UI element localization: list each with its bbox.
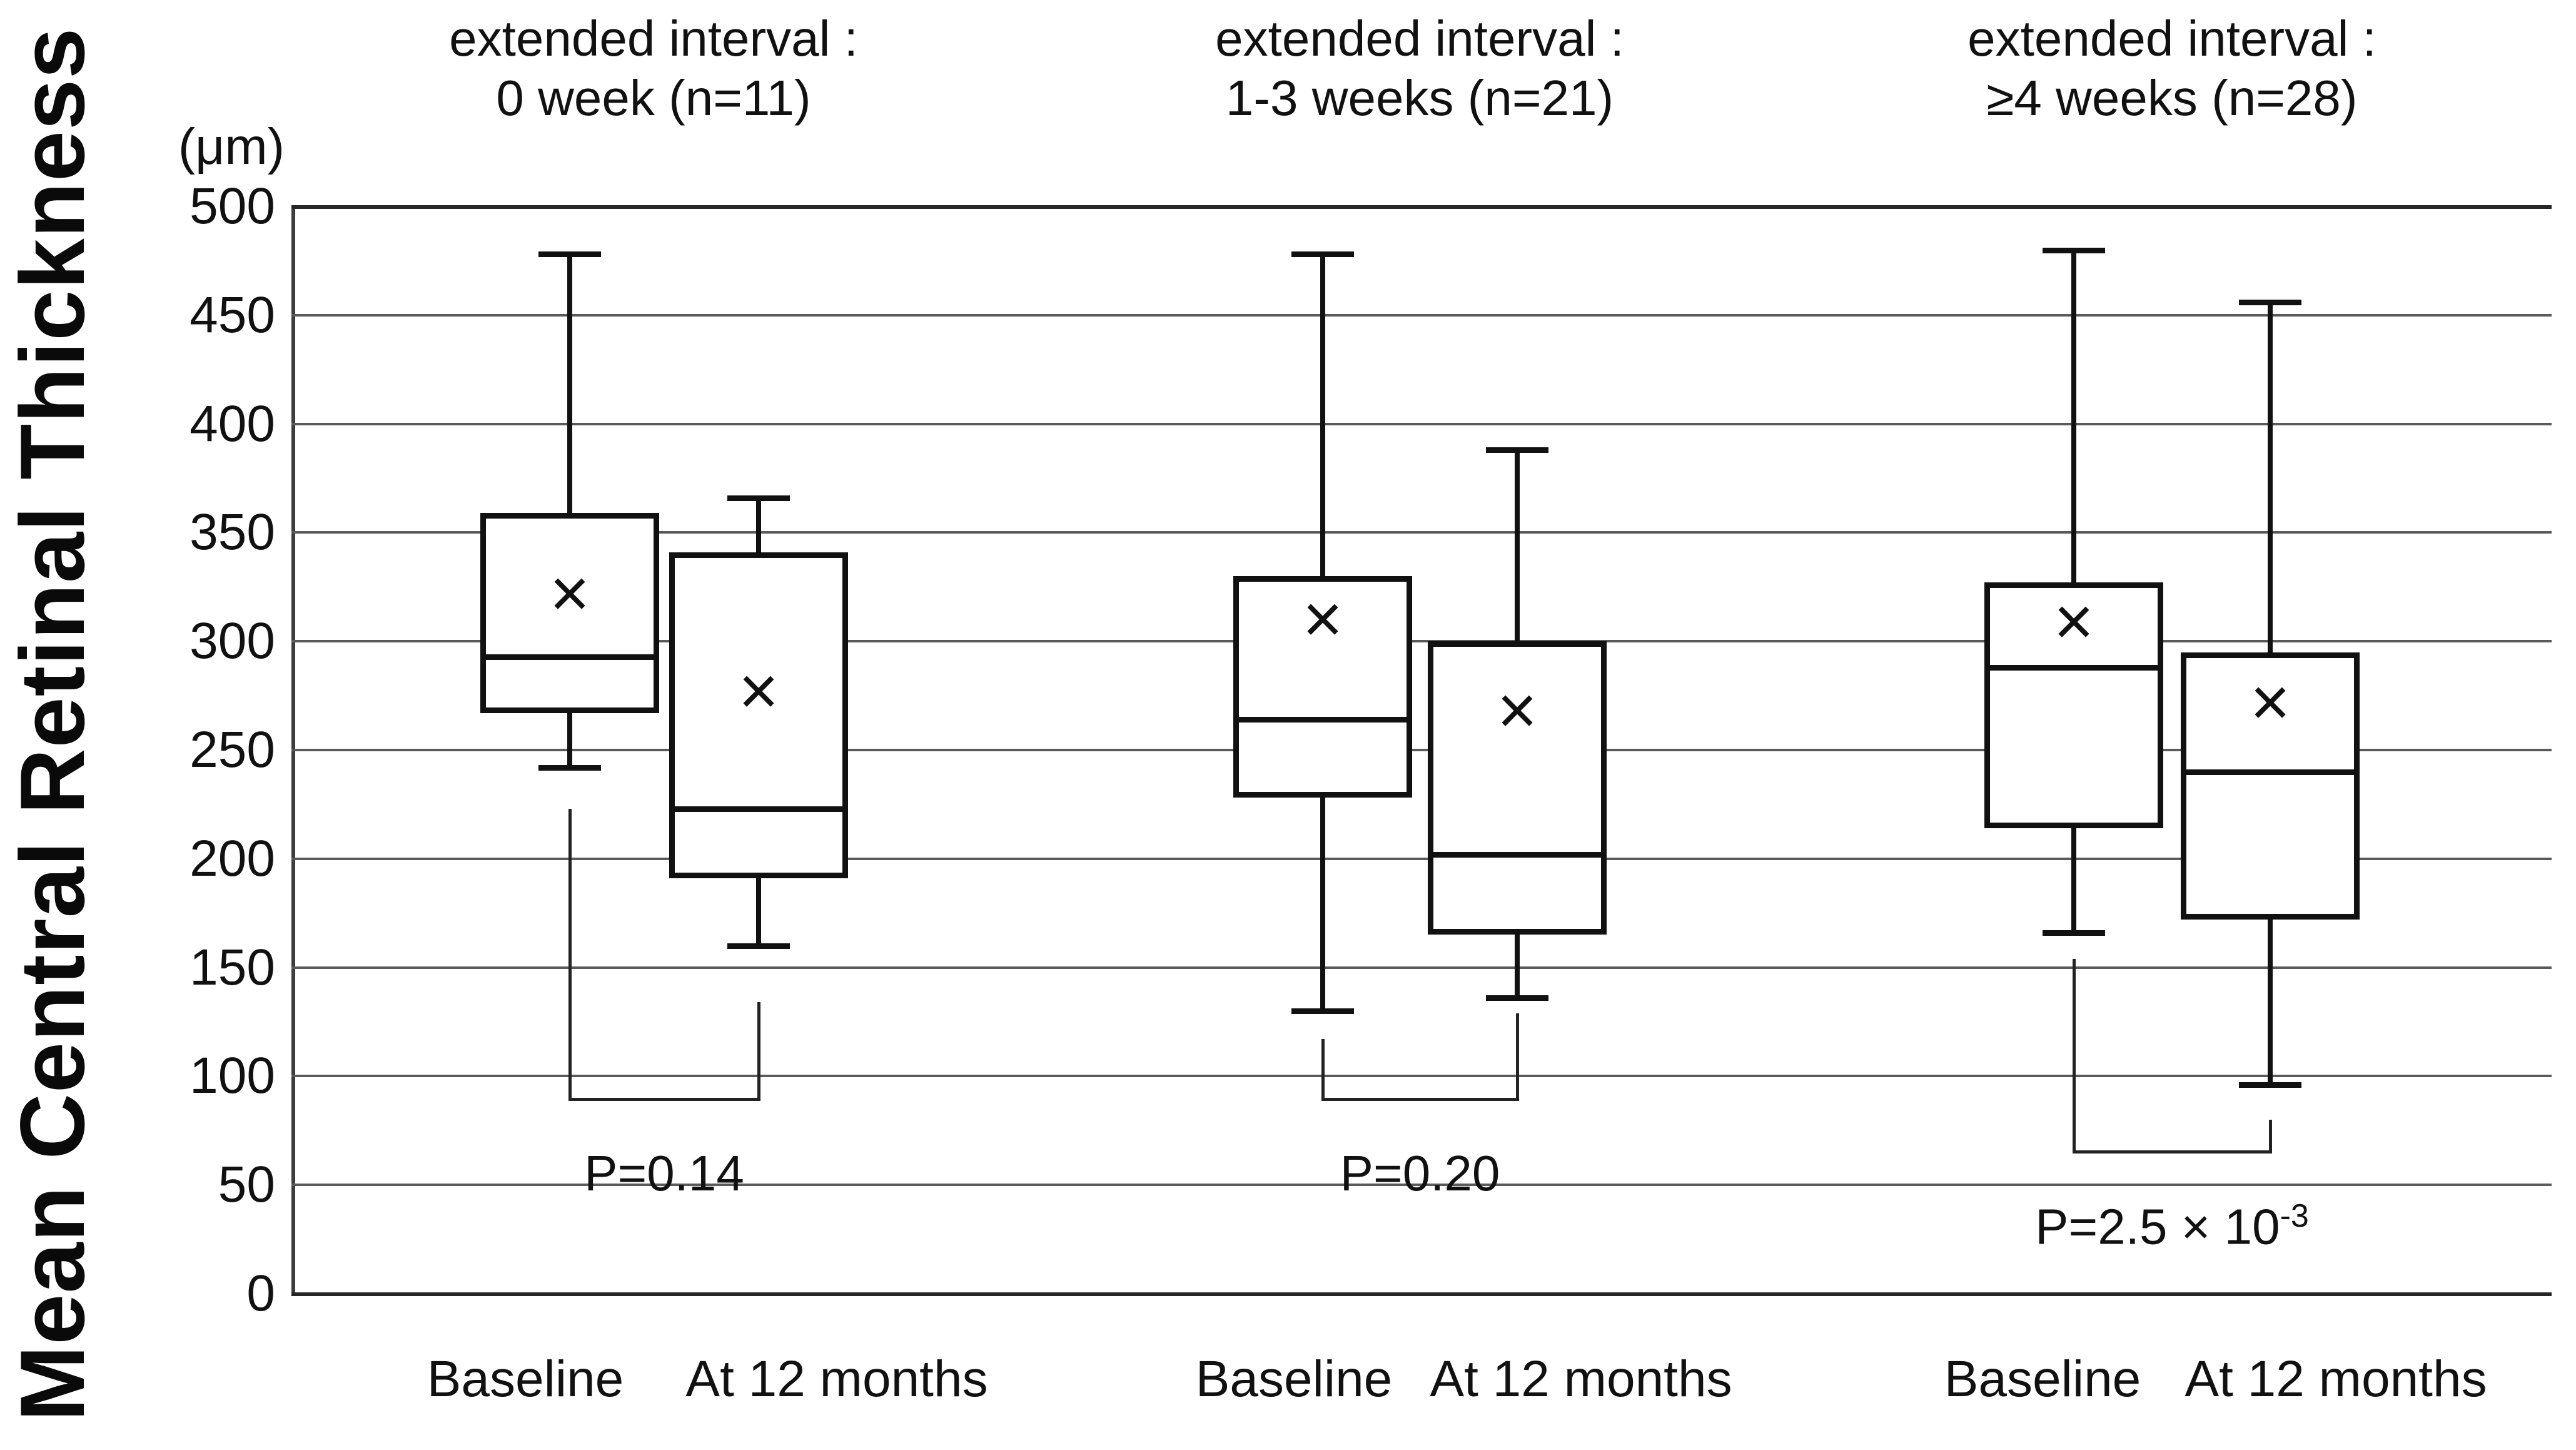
mean-x-marker: ×: [2053, 582, 2094, 660]
lower-whisker-cap: [1291, 1008, 1354, 1015]
upper-whisker-line: [1515, 450, 1520, 642]
mean-x-marker: ×: [1302, 581, 1343, 658]
upper-whisker-cap: [727, 495, 790, 501]
p-value-superscript: -3: [2280, 1197, 2309, 1234]
p-value-label: P=2.5 × 10-3: [2035, 1197, 2309, 1256]
bracket-left-arm: [568, 808, 572, 1102]
lower-whisker-line: [1320, 798, 1325, 1011]
gridline-100: [291, 1075, 2552, 1078]
lower-whisker-line: [2071, 828, 2076, 933]
bracket-right-arm: [2269, 1119, 2272, 1153]
x-axis-label-at-12-months: At 12 months: [685, 1351, 988, 1407]
box-iqr: [480, 513, 659, 713]
bracket-left-arm: [1321, 1039, 1325, 1102]
y-tick-label-350: 350: [189, 504, 275, 561]
box-iqr: [1984, 582, 2163, 829]
lower-whisker-line: [2268, 920, 2273, 1085]
gridline-50: [291, 1184, 2552, 1187]
upper-whisker-line: [1320, 254, 1325, 576]
y-tick-label-500: 500: [189, 178, 275, 235]
y-tick-label-400: 400: [189, 395, 275, 452]
lower-whisker-cap: [2043, 930, 2105, 936]
upper-whisker-cap: [538, 251, 601, 258]
lower-whisker-line: [756, 878, 761, 946]
gridline-250: [291, 749, 2552, 751]
box-iqr: [1428, 641, 1607, 935]
median-line: [675, 806, 842, 812]
group-header: extended interval : ≥4 weeks (n=28): [1967, 9, 2376, 128]
group-header-line2: ≥4 weeks (n=28): [1986, 70, 2358, 126]
y-tick-label-150: 150: [189, 938, 275, 996]
box-iqr: [669, 552, 848, 879]
lower-whisker-cap: [727, 943, 790, 949]
upper-whisker-line: [2268, 302, 2273, 652]
x-axis-label-at-12-months: At 12 months: [1430, 1351, 1732, 1407]
y-tick-label-450: 450: [189, 286, 275, 343]
y-axis-unit-label: (μm): [178, 118, 285, 175]
mean-x-marker: ×: [1497, 672, 1538, 749]
gridline-400: [291, 422, 2552, 425]
median-line: [1990, 664, 2158, 671]
bracket-right-arm: [757, 1002, 760, 1102]
group-header-line1: extended interval :: [1215, 11, 1624, 66]
group-header-line1: extended interval :: [449, 11, 858, 66]
bracket-bar: [2073, 1150, 2271, 1153]
median-line: [1433, 851, 1601, 858]
gridline-0: [291, 1292, 2552, 1296]
lower-whisker-line: [567, 712, 572, 768]
gridline-350: [291, 531, 2552, 534]
upper-whisker-line: [567, 254, 572, 514]
median-line: [2186, 769, 2354, 775]
p-value-main: P=2.5 × 10: [2035, 1199, 2280, 1255]
y-tick-label-300: 300: [189, 612, 275, 670]
gridline-450: [291, 313, 2552, 317]
bracket-bar: [568, 1098, 760, 1102]
y-tick-label-200: 200: [189, 829, 275, 887]
mean-x-marker: ×: [2250, 663, 2291, 741]
mean-x-marker: ×: [738, 652, 779, 730]
y-tick-label-0: 0: [246, 1265, 275, 1322]
y-tick-label-50: 50: [218, 1156, 275, 1214]
p-value-label: P=0.14: [584, 1145, 744, 1202]
gridline-150: [291, 966, 2552, 969]
y-tick-label-100: 100: [189, 1047, 275, 1105]
gridline-500: [291, 205, 2552, 209]
lower-whisker-cap: [2239, 1082, 2301, 1088]
group-header: extended interval :0 week (n=11): [449, 9, 858, 128]
upper-whisker-cap: [2239, 299, 2301, 305]
p-value-main: P=0.14: [584, 1145, 744, 1202]
lower-whisker-cap: [538, 764, 601, 771]
bracket-bar: [1321, 1098, 1518, 1102]
mean-x-marker: ×: [549, 554, 590, 632]
x-axis-label-baseline: Baseline: [427, 1351, 624, 1407]
group-header-line1: extended interval :: [1967, 11, 2376, 66]
group-header-line2: 1-3 weeks (n=21): [1225, 70, 1614, 126]
median-line: [1239, 717, 1407, 723]
x-axis-label-at-12-months: At 12 months: [2185, 1351, 2487, 1407]
lower-whisker-cap: [1486, 995, 1548, 1001]
median-line: [486, 654, 654, 660]
gridline-200: [291, 857, 2552, 860]
lower-whisker-line: [1515, 935, 1520, 998]
x-axis-label-baseline: Baseline: [1944, 1351, 2141, 1407]
upper-whisker-line: [756, 497, 761, 552]
bracket-right-arm: [1516, 1013, 1519, 1102]
bracket-left-arm: [2073, 958, 2076, 1153]
group-header-line2: 0 week (n=11): [496, 70, 811, 126]
gridline-300: [291, 640, 2552, 643]
group-header: extended interval :1-3 weeks (n=21): [1215, 9, 1624, 128]
p-value-main: P=0.20: [1340, 1145, 1500, 1202]
box-iqr: [1233, 575, 1412, 798]
x-axis-label-baseline: Baseline: [1195, 1351, 1393, 1407]
upper-whisker-cap: [1291, 251, 1354, 258]
box-iqr: [2181, 652, 2360, 920]
p-value-label: P=0.20: [1340, 1145, 1500, 1202]
upper-whisker-line: [2071, 250, 2076, 583]
upper-whisker-cap: [2043, 247, 2105, 253]
y-tick-label-250: 250: [189, 721, 275, 778]
upper-whisker-cap: [1486, 447, 1548, 454]
